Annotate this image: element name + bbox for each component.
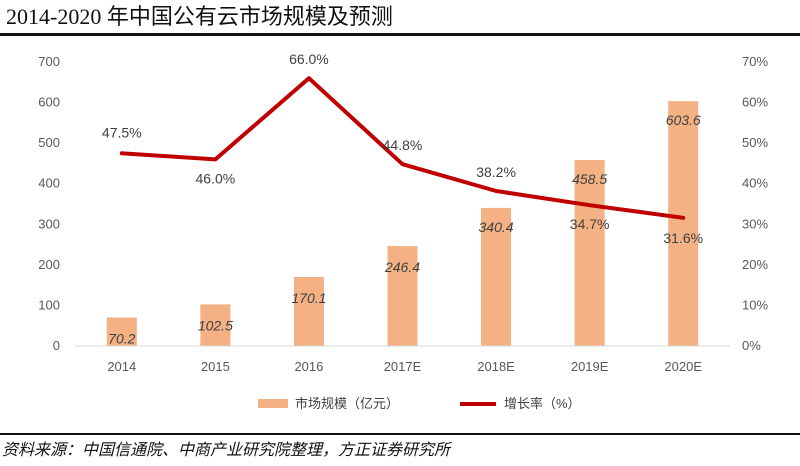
bar-2018E: [481, 207, 512, 346]
bar-2017E: [387, 246, 418, 346]
right-tick-0pct: 0%: [742, 338, 761, 353]
legend-line-label: 增长率（%）: [504, 396, 581, 411]
left-tick-500: 500: [38, 135, 60, 150]
x-tick-2015: 2015: [201, 359, 230, 374]
x-tick-2014: 2014: [107, 359, 136, 374]
bar-2020E: [668, 101, 699, 346]
chart-title: 2014-2020 年中国公有云市场规模及预测: [6, 4, 393, 29]
line-label-2019E: 34.7%: [570, 216, 610, 232]
x-axis-ticks: 2014 2015 2016 2017E 2018E 2019E 2020E: [107, 359, 702, 374]
line-label-2020E: 31.6%: [663, 230, 703, 246]
bar-series: [106, 101, 699, 346]
left-axis-ticks: 0 100 200 300 400 500 600 700: [38, 54, 60, 353]
bar-label-2014: 70.2: [108, 331, 135, 347]
title-divider: [0, 33, 800, 36]
line-label-2014: 47.5%: [102, 124, 142, 140]
source-note: 资料来源：中国信通院、中商产业研究院整理，方正证券研究所: [2, 440, 451, 459]
legend: 市场规模（亿元） 增长率（%）: [258, 396, 581, 411]
right-tick-50pct: 50%: [742, 135, 768, 150]
footer-divider: [0, 433, 800, 435]
left-tick-100: 100: [38, 297, 60, 312]
growth-rate-line: [119, 76, 686, 220]
bar-label-2016: 170.1: [291, 290, 326, 306]
bar-label-2015: 102.5: [198, 317, 233, 333]
bar-label-2017E: 246.4: [384, 259, 420, 275]
right-tick-40pct: 40%: [742, 176, 768, 191]
right-tick-20pct: 20%: [742, 257, 768, 272]
left-tick-400: 400: [38, 176, 60, 191]
right-tick-60pct: 60%: [742, 95, 768, 110]
bar-2015: [200, 304, 231, 346]
x-tick-2017E: 2017E: [384, 359, 422, 374]
left-tick-600: 600: [38, 95, 60, 110]
left-tick-300: 300: [38, 216, 60, 231]
bar-2019E: [574, 159, 605, 346]
bar-2016: [293, 276, 324, 346]
legend-bar-label: 市场规模（亿元）: [295, 396, 399, 411]
bar-2014: [106, 317, 137, 346]
bar-label-2018E: 340.4: [479, 219, 514, 235]
bar-label-2019E: 458.5: [572, 171, 607, 187]
market-size-chart: 0 100 200 300 400 500 600 700 0% 10% 20% 30% 40% 50%…: [38, 51, 768, 411]
x-tick-2018E: 2018E: [477, 359, 515, 374]
x-tick-2016: 2016: [294, 359, 323, 374]
left-tick-700: 700: [38, 54, 60, 69]
right-tick-70pct: 70%: [742, 54, 768, 69]
line-data-labels: 47.5% 46.0% 66.0% 44.8% 38.2% 34.7% 31.6%: [102, 51, 703, 246]
left-tick-200: 200: [38, 257, 60, 272]
legend-bar-swatch: [258, 399, 288, 408]
line-label-2018E: 38.2%: [476, 164, 516, 180]
right-tick-30pct: 30%: [742, 216, 768, 231]
right-tick-10pct: 10%: [742, 297, 768, 312]
x-tick-2019E: 2019E: [571, 359, 609, 374]
line-label-2017E: 44.8%: [383, 137, 423, 153]
bar-label-2020E: 603.6: [666, 112, 701, 128]
x-tick-2020E: 2020E: [664, 359, 702, 374]
bar-data-labels: 70.2 102.5 170.1 246.4 340.4 458.5 603.6: [108, 112, 701, 346]
right-axis-ticks: 0% 10% 20% 30% 40% 50% 60% 70%: [742, 54, 768, 353]
left-tick-0: 0: [53, 338, 60, 353]
line-label-2016: 66.0%: [289, 51, 329, 67]
line-label-2015: 46.0%: [196, 170, 236, 186]
